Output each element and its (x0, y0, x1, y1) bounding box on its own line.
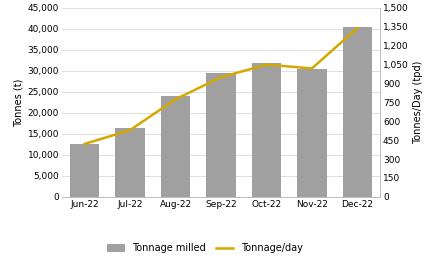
Bar (161, 96, 191, 197)
Y-axis label: Tonnes (t): Tonnes (t) (13, 78, 23, 127)
Bar (343, 27, 372, 197)
Bar (115, 128, 145, 197)
Bar (251, 63, 281, 197)
Bar (206, 73, 236, 197)
Bar (297, 69, 327, 197)
Bar (70, 144, 99, 197)
Y-axis label: Tonnes/Day (tpd): Tonnes/Day (tpd) (413, 61, 423, 144)
Legend: Tonnage milled, Tonnage/day: Tonnage milled, Tonnage/day (107, 243, 303, 253)
